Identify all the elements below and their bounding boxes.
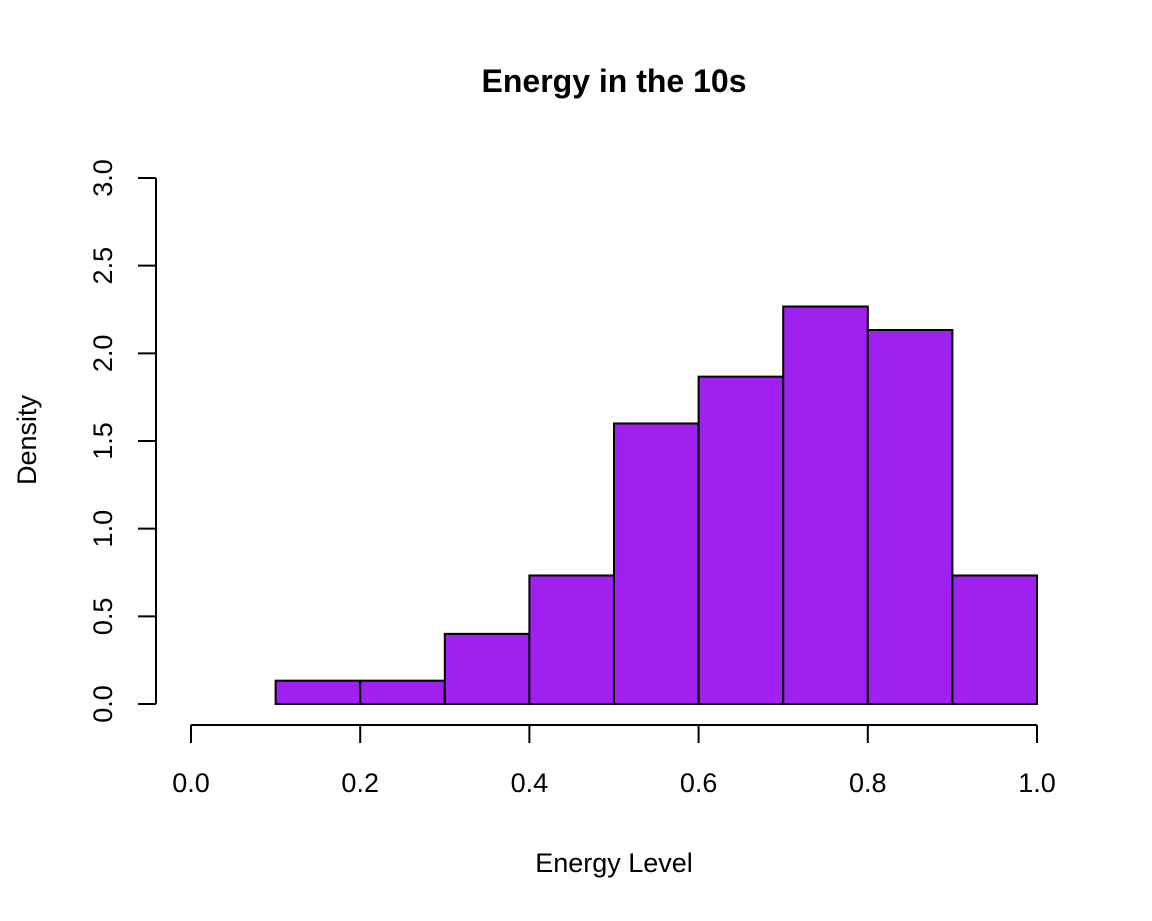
- histogram-bar: [951, 574, 1039, 705]
- y-tick-label: 2.5: [88, 247, 118, 285]
- histogram-bar: [443, 632, 531, 705]
- x-tick-label: 0.0: [172, 768, 210, 798]
- x-tick-label: 0.6: [680, 768, 718, 798]
- x-tick-label: 0.4: [511, 768, 549, 798]
- histogram-bar: [274, 679, 362, 705]
- histogram-bar: [613, 422, 700, 705]
- bars-group: [274, 305, 1039, 705]
- x-axis: 0.0 0.2 0.4 0.6 0.8 1.0: [172, 724, 1056, 798]
- histogram-bar: [528, 574, 616, 705]
- histogram-bar: [782, 305, 869, 705]
- x-tick-label: 0.2: [341, 768, 379, 798]
- chart-title: Energy in the 10s: [482, 63, 747, 99]
- histogram-bar: [359, 679, 446, 705]
- y-tick-label: 0.0: [88, 685, 118, 723]
- y-tick-label: 1.0: [88, 510, 118, 548]
- y-tick-label: 2.0: [88, 335, 118, 373]
- x-tick-label: 0.8: [849, 768, 887, 798]
- histogram-bar: [866, 329, 954, 705]
- y-tick-label: 3.0: [88, 159, 118, 197]
- histogram-bar: [697, 375, 785, 705]
- y-axis-label: Density: [12, 394, 42, 485]
- y-tick-label: 1.5: [88, 422, 118, 460]
- x-axis-label: Energy Level: [535, 848, 693, 878]
- y-tick-label: 0.5: [88, 598, 118, 636]
- x-tick-label: 1.0: [1018, 768, 1056, 798]
- y-axis: 0.0 0.5 1.0 1.5 2.0 2.5 3.0: [88, 159, 157, 723]
